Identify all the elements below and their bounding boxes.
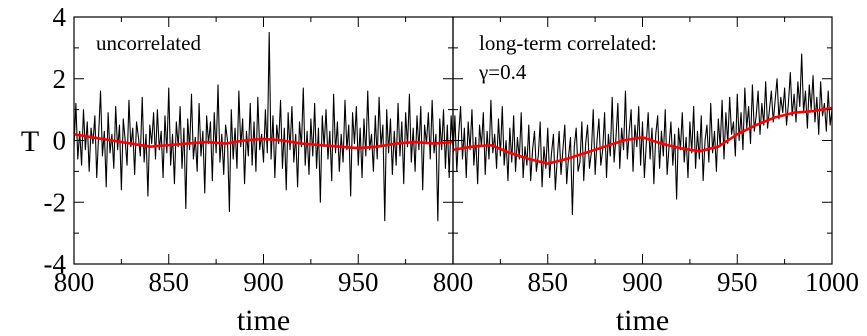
y-tick-label: -2: [44, 187, 67, 217]
running-mean-line: [74, 133, 453, 150]
panel-annotation: γ=0.4: [478, 60, 527, 84]
running-mean-line: [453, 106, 832, 165]
panel-right: 800 850 900 950 1000 time long-term correlated…: [433, 16, 859, 336]
x-tick-label: 900: [243, 267, 284, 297]
y-axis-label-group: T: [21, 125, 39, 158]
x-tick-label: 950: [717, 267, 758, 297]
panel-annotation: uncorrelated: [96, 31, 201, 55]
x-axis-label: time: [616, 304, 669, 336]
data-series-line: [74, 31, 453, 222]
y-tick-label: 4: [53, 2, 67, 32]
panel-annotation: long-term correlated:: [479, 31, 657, 55]
y-axis-label: T: [21, 125, 39, 158]
y-tick-label: 2: [53, 64, 67, 94]
x-tick-label: 950: [338, 267, 379, 297]
x-tick-label: 800: [54, 267, 95, 297]
x-tick-label: 900: [622, 267, 663, 297]
y-tick-label: -4: [44, 249, 67, 279]
x-axis-label: time: [237, 304, 290, 336]
x-tick-label: 850: [528, 267, 569, 297]
y-tick-label: 0: [53, 126, 67, 156]
x-tick-label: 850: [149, 267, 190, 297]
x-tick-label: 1000: [805, 267, 859, 297]
x-tick-label: 800: [433, 267, 474, 297]
